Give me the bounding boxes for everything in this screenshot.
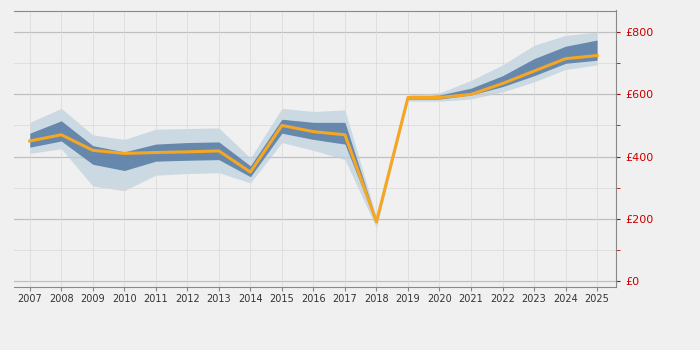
Median <box>152 150 160 155</box>
Median <box>498 82 507 86</box>
Line: Median: Median <box>30 56 597 222</box>
Median <box>309 130 318 134</box>
Median <box>246 170 255 174</box>
Median <box>593 54 601 58</box>
Median <box>215 149 223 153</box>
Median <box>341 133 349 137</box>
Median <box>183 150 192 154</box>
Median <box>530 69 538 73</box>
Median <box>404 96 412 100</box>
Median <box>435 96 444 100</box>
Median <box>89 148 97 152</box>
Median <box>278 123 286 127</box>
Median <box>57 133 66 137</box>
Median <box>26 139 34 143</box>
Median <box>120 151 129 155</box>
Median <box>467 92 475 97</box>
Median <box>372 220 381 224</box>
Median <box>561 57 570 61</box>
